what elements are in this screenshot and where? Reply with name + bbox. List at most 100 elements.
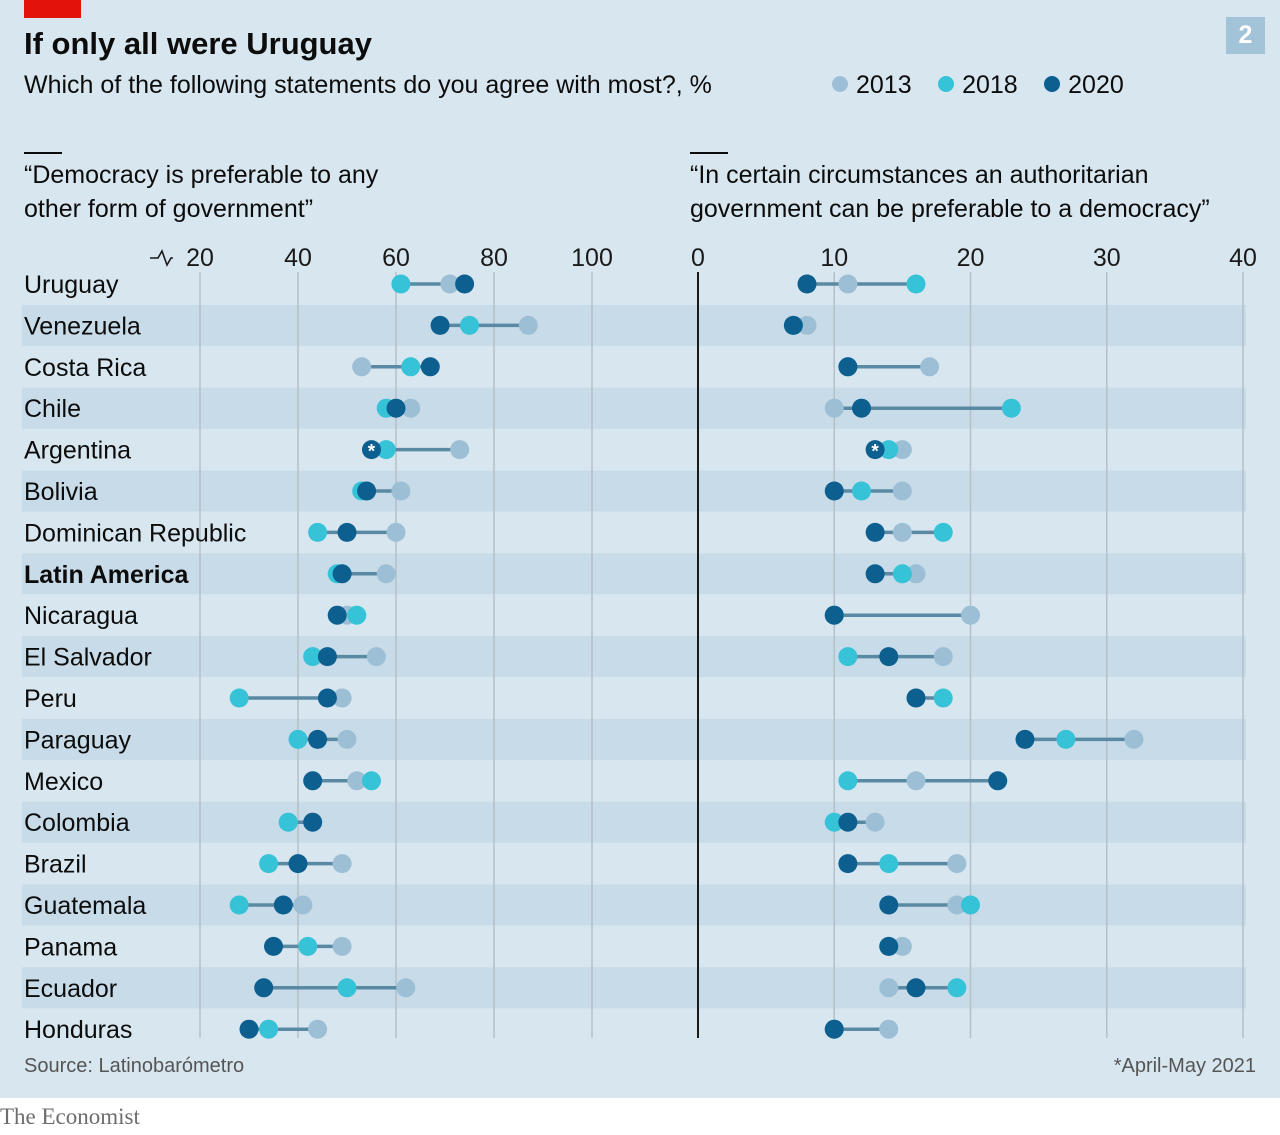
right-panel-rule xyxy=(690,152,728,154)
right-panel-title-line-2: government can be preferable to a democr… xyxy=(690,195,1210,223)
right-dot-2013-uruguay xyxy=(838,274,858,294)
category-label-el-salvador: El Salvador xyxy=(24,644,152,672)
left-dot-2018-guatemala xyxy=(229,895,249,915)
right-dot-2020-chile xyxy=(852,398,871,418)
left-dot-2013-dominican-republic xyxy=(386,522,406,542)
right-dot-2013-chile xyxy=(824,398,844,418)
row-band-chile xyxy=(22,387,1246,429)
right-dot-2013-colombia xyxy=(865,812,885,832)
right-dot-2018-bolivia xyxy=(852,481,871,501)
right-dot-2018-guatemala xyxy=(961,895,980,915)
right-dot-2020-panama xyxy=(879,936,899,956)
right-dot-2013-mexico xyxy=(906,771,926,791)
category-label-mexico: Mexico xyxy=(24,768,103,796)
category-label-argentina: Argentina xyxy=(24,437,131,465)
category-label-chile: Chile xyxy=(24,395,81,423)
left-dot-2020-venezuela xyxy=(430,315,450,335)
left-dot-2013-ecuador xyxy=(396,978,416,998)
left-dot-2018-nicaragua xyxy=(347,605,367,625)
right-dot-2013-dominican-republic xyxy=(892,522,912,542)
right-dot-2018-peru xyxy=(933,688,953,708)
right-dot-2013-brazil xyxy=(947,854,967,874)
right-dot-2020-dominican-republic xyxy=(865,522,885,542)
left-dot-2013-chile xyxy=(401,398,421,418)
legend-item-2013: 2013 xyxy=(832,71,912,100)
left-dot-2020-honduras xyxy=(239,1019,259,1039)
right-dot-2018-ecuador xyxy=(947,978,967,998)
left-dot-2013-latin-america xyxy=(376,564,396,584)
economist-wordmark: The Economist xyxy=(0,1104,140,1129)
row-band-venezuela xyxy=(22,304,1246,346)
right-dot-2013-guatemala xyxy=(947,895,967,915)
right-dot-2020-costa-rica xyxy=(838,357,858,377)
right-dot-2013-nicaragua xyxy=(961,605,980,625)
left-dot-2020-guatemala xyxy=(273,895,293,915)
right-dot-2018-brazil xyxy=(879,854,899,874)
chart-number-badge: 2 xyxy=(1226,17,1265,54)
left-asterisk-argentina: * xyxy=(368,442,376,463)
right-panel-title-line-1: “In certain circumstances an authoritari… xyxy=(690,161,1149,189)
left-dot-2020-peru xyxy=(317,688,337,708)
legend-dot-2013 xyxy=(832,76,848,93)
legend-dot-2018 xyxy=(938,76,955,93)
right-dot-2013-honduras xyxy=(879,1019,899,1039)
left-dot-2018-colombia xyxy=(278,812,298,832)
category-label-peru: Peru xyxy=(24,685,77,713)
right-dot-2020-el-salvador xyxy=(879,647,899,667)
right-dot-2013-latin-america xyxy=(906,564,926,584)
category-label-bolivia: Bolivia xyxy=(24,478,98,506)
left-dot-2020-latin-america xyxy=(332,564,352,584)
category-label-panama: Panama xyxy=(24,933,117,961)
right-dot-2013-venezuela xyxy=(797,315,817,335)
left-tick-label-60: 60 xyxy=(382,244,410,272)
right-dot-2018-colombia xyxy=(824,812,844,832)
category-label-guatemala: Guatemala xyxy=(24,892,146,920)
right-dot-2020-ecuador xyxy=(906,978,926,998)
right-dot-2013-argentina xyxy=(892,440,912,460)
left-dot-2020-ecuador xyxy=(254,978,274,998)
left-dot-2013-paraguay xyxy=(337,729,357,749)
left-dot-2020-costa-rica xyxy=(420,357,440,377)
left-dot-2013-uruguay xyxy=(440,274,460,294)
left-dot-2020-bolivia xyxy=(357,481,377,501)
left-dot-2020-chile xyxy=(386,398,406,418)
left-dot-2018-ecuador xyxy=(337,978,357,998)
left-dot-2013-mexico xyxy=(347,771,367,791)
category-label-uruguay: Uruguay xyxy=(24,271,119,299)
left-dot-2020-mexico xyxy=(303,771,323,791)
category-label-nicaragua: Nicaragua xyxy=(24,602,138,630)
legend-label-2013: 2013 xyxy=(856,71,912,99)
legend-dot-2020 xyxy=(1044,76,1061,93)
left-dot-2018-costa-rica xyxy=(401,357,421,377)
right-dot-2013-costa-rica xyxy=(920,357,940,377)
left-panel-rule xyxy=(24,152,62,154)
category-label-venezuela: Venezuela xyxy=(24,312,141,340)
left-tick-label-100: 100 xyxy=(571,244,613,272)
legend-label-2020: 2020 xyxy=(1068,71,1124,99)
category-label-brazil: Brazil xyxy=(24,851,87,879)
left-dot-2013-peru xyxy=(332,688,352,708)
left-axis-break-icon xyxy=(150,249,173,267)
left-dot-2018-paraguay xyxy=(288,729,308,749)
right-asterisk-argentina: * xyxy=(871,442,879,463)
right-dot-2020-bolivia xyxy=(824,481,844,501)
left-dot-2018-honduras xyxy=(259,1019,279,1039)
right-dot-2020-guatemala xyxy=(879,895,899,915)
legend-item-2020: 2020 xyxy=(1044,71,1124,100)
right-tick-label-30: 30 xyxy=(1093,244,1121,272)
left-dot-2013-argentina xyxy=(450,440,470,460)
right-dot-2020-uruguay xyxy=(797,274,817,294)
right-dot-2018-el-salvador xyxy=(838,647,858,667)
left-dot-2020-panama xyxy=(264,936,283,956)
category-label-paraguay: Paraguay xyxy=(24,726,132,754)
right-tick-label-40: 40 xyxy=(1229,244,1257,272)
footnote: *April-May 2021 xyxy=(1113,1055,1256,1077)
right-dot-2013-el-salvador xyxy=(933,647,953,667)
row-band-bolivia xyxy=(22,470,1246,512)
right-dot-2020-peru xyxy=(906,688,926,708)
left-panel-title-line-2: other form of government” xyxy=(24,195,314,223)
right-dot-2013-panama xyxy=(892,936,912,956)
brand-red-tag xyxy=(24,0,81,18)
right-dot-2018-latin-america xyxy=(892,564,912,584)
right-dot-2020-latin-america xyxy=(865,564,885,584)
